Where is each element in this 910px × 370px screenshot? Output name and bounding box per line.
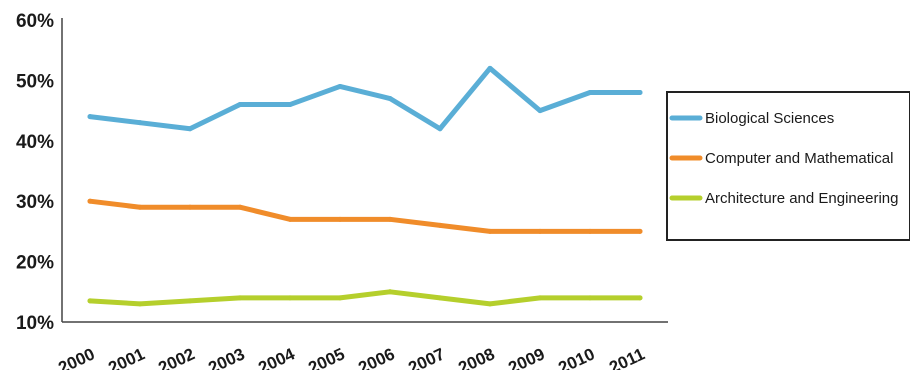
data-point — [437, 295, 443, 301]
data-point — [337, 216, 343, 222]
legend: Biological Sciences Computer and Mathemat… — [666, 91, 910, 241]
y-tick-label: 40% — [16, 132, 54, 153]
data-point — [637, 295, 643, 301]
y-tick-label: 60% — [16, 11, 54, 32]
data-point — [437, 222, 443, 228]
data-point — [337, 295, 343, 301]
legend-label: Architecture and Engineering — [705, 190, 898, 207]
data-point — [637, 228, 643, 234]
data-point — [137, 301, 143, 307]
x-tick-label: 2011 — [606, 344, 647, 370]
data-point — [637, 89, 643, 95]
x-tick-label: 2005 — [305, 344, 347, 370]
data-point — [137, 120, 143, 126]
legend-label: Computer and Mathematical — [705, 150, 893, 167]
x-tick-label: 2010 — [555, 344, 597, 370]
data-point — [337, 83, 343, 89]
y-tick-label: 50% — [16, 71, 54, 92]
x-tick-label: 2001 — [105, 344, 147, 370]
data-point — [187, 126, 193, 132]
data-point — [287, 102, 293, 108]
y-tick-label: 30% — [16, 192, 54, 213]
legend-label: Biological Sciences — [705, 110, 834, 127]
series-line — [87, 198, 643, 234]
data-point — [237, 204, 243, 210]
series-biological-sciences — [87, 65, 643, 132]
data-point — [87, 198, 93, 204]
data-point — [587, 295, 593, 301]
series-line — [87, 289, 643, 307]
series-lines — [87, 65, 643, 307]
series-architecture-and-engineering — [87, 289, 643, 307]
data-point — [187, 204, 193, 210]
x-tick-label: 2003 — [205, 344, 247, 370]
data-point — [487, 301, 493, 307]
data-point — [537, 108, 543, 114]
x-tick-label: 2002 — [155, 344, 197, 370]
data-point — [437, 126, 443, 132]
x-tick-label: 2009 — [505, 344, 547, 370]
y-tick-label: 20% — [16, 253, 54, 274]
data-point — [287, 295, 293, 301]
data-point — [137, 204, 143, 210]
data-point — [487, 65, 493, 71]
series-line — [87, 65, 643, 132]
y-tick-labels: 10% 20% 30% 40% 50% 60% — [16, 11, 54, 334]
data-point — [387, 289, 393, 295]
series-computer-and-mathematical — [87, 198, 643, 234]
legend-items: Biological Sciences Computer and Mathemat… — [669, 110, 898, 207]
x-tick-label: 2006 — [355, 344, 397, 370]
data-point — [87, 114, 93, 120]
data-point — [537, 295, 543, 301]
data-point — [587, 89, 593, 95]
x-tick-label: 2004 — [255, 344, 298, 370]
y-tick-label: 10% — [16, 313, 54, 334]
x-tick-label: 2008 — [455, 344, 497, 370]
data-point — [587, 228, 593, 234]
data-point — [287, 216, 293, 222]
x-tick-label: 2000 — [55, 344, 97, 370]
data-point — [187, 298, 193, 304]
data-point — [87, 298, 93, 304]
x-tick-labels: 2000 2001 2002 2003 2004 2005 2006 2007 2008 2009… — [55, 344, 647, 370]
data-point — [537, 228, 543, 234]
data-point — [487, 228, 493, 234]
axes — [61, 18, 668, 323]
x-tick-label: 2007 — [405, 344, 447, 370]
data-point — [387, 96, 393, 102]
data-point — [237, 295, 243, 301]
legend-box — [666, 91, 910, 241]
data-point — [387, 216, 393, 222]
data-point — [237, 102, 243, 108]
